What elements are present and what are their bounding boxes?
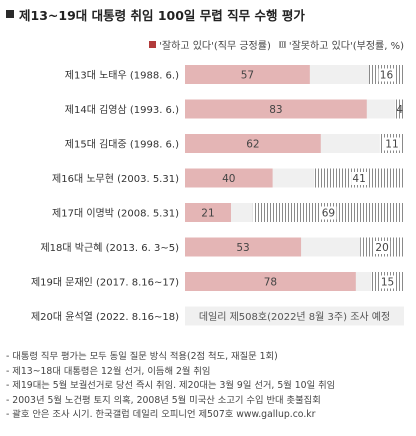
category-label: 제18대 박근혜 (2013. 6. 3~5) [40,242,179,254]
footnote: - 제13~18대 대통령은 12월 선거, 이듬해 2월 취임 [6,365,211,377]
footnote: - 괄호 안은 조사 시기. 한국갤럽 데일리 오피니언 제507호 www.g… [6,409,316,421]
negative-label-backdrop [374,241,391,254]
positive-value-label: 78 [264,277,277,289]
positive-bar [185,237,302,257]
positive-bar [185,272,356,291]
category-label: 제16대 노무현 (2003. 5.31) [52,173,179,185]
category-label: 제14대 김영삼 (1993. 6.) [65,104,179,116]
footnote: - 2003년 5월 노건평 토지 의혹, 2008년 5월 미국산 소고기 수… [6,394,321,406]
negative-value-label: 41 [352,173,365,185]
positive-bar [185,134,321,153]
positive-bar [185,203,231,222]
negative-value-label: 4 [396,104,403,116]
negative-label-backdrop [383,137,400,151]
negative-label-backdrop [320,206,337,220]
category-label: 제20대 윤석열 (2022. 8.16~18) [31,311,179,323]
footnote: - 제19대는 5월 보궐선거로 당선 즉시 취임. 제20대는 3월 9일 선… [6,380,336,392]
positive-bar [185,168,273,188]
positive-bar [185,65,310,84]
category-label: 제13대 노태우 (1988. 6.) [65,70,179,82]
positive-value-label: 62 [246,139,259,151]
negative-value-label: 11 [385,139,398,151]
legend-negative-swatch [278,41,286,48]
negative-value-label: 20 [375,242,388,254]
category-label: 제17대 이명박 (2008. 5.31) [52,208,179,220]
category-label: 제15대 김대중 (1998. 6.) [65,139,179,151]
negative-bar [395,99,404,119]
negative-value-label: 69 [322,208,335,220]
category-label: 제19대 문재인 (2017. 8.16~17) [31,277,179,289]
footnotes: - 대통령 직무 평가는 모두 동일 질문 방식 적용(2점 척도, 재질문 1… [6,350,412,423]
positive-bar [185,99,367,119]
footnote: - 대통령 직무 평가는 모두 동일 질문 방식 적용(2점 척도, 재질문 1… [6,351,278,362]
positive-value-label: 21 [201,208,214,220]
positive-value-label: 40 [222,173,235,185]
negative-label-backdrop [378,68,395,82]
positive-value-label: 83 [269,104,282,116]
negative-value-label: 16 [380,70,394,82]
chart-title: 제13~19대 대통령 취임 100일 무렵 직무 수행 평가 [19,7,305,23]
bar-chart: 제13대 노태우 (1988. 6.) 57 16 제14대 김영삼 (1993. 6… [31,65,404,326]
negative-value-label: 15 [381,277,394,289]
negative-label-backdrop [379,275,396,289]
legend-positive-swatch [149,41,157,48]
negative-label-backdrop [351,172,368,185]
title-bullet-icon [6,10,14,18]
legend-negative-label: '잘못하고 있다'(부정률, %) [288,41,404,52]
legend: '잘하고 있다'(직무 긍정률) '잘못하고 있다'(부정률, %) [149,37,404,52]
positive-value-label: 53 [236,242,249,254]
title-row: 제13~19대 대통령 취임 100일 무렵 직무 수행 평가 [6,4,305,24]
legend-positive-label: '잘하고 있다'(직무 긍정률) [159,41,271,52]
positive-value-label: 57 [241,70,254,82]
empty-bar [185,306,404,326]
pending-annotation: 데일리 제508호(2022년 8월 3주) 조사 예정 [199,311,390,323]
